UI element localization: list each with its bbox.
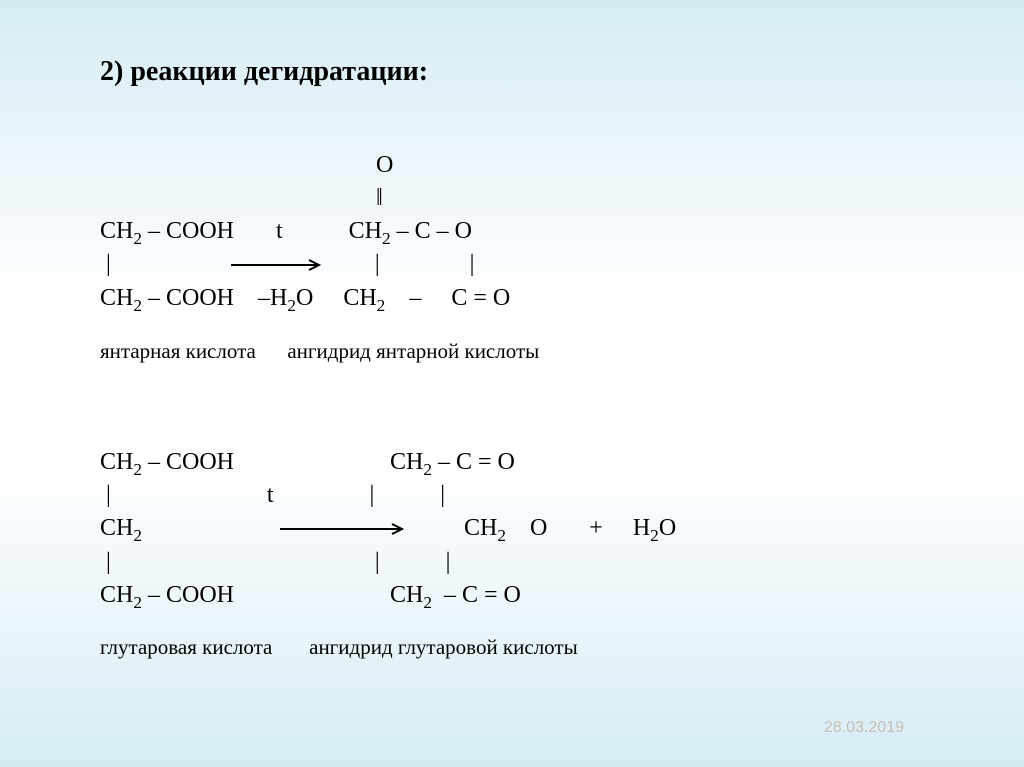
rx1-cond-top: t [276,218,283,244]
rx2-row3-left: CH2 [100,515,142,541]
arrow-icon [231,249,327,282]
rx2-row5-right: CH2 – C = O [390,582,521,608]
rx2-label-right: ангидрид глутаровой кислоты [309,635,578,659]
rx1-label-left: янтарная кислота [100,339,256,363]
rx2-row2-left: | [100,482,111,508]
rx2-row5-left: CH2 – COOH [100,582,234,608]
rx1-row3-left: CH2 – COOH [100,285,234,311]
slide-date: 28.03.2019 [824,719,904,737]
rx1-row1-right: CH2 – C – O [349,218,472,244]
reaction-1-labels: янтарная кислота ангидрид янтарной кисло… [100,338,924,365]
rx2-row4-left: | [100,549,111,575]
rx1-label-right: ангидрид янтарной кислоты [287,339,539,363]
reaction-2-labels: глутаровая кислота ангидрид глутаровой к… [100,634,924,661]
rx1-line-dbl: ‖ [100,185,383,211]
rx1-line-o: O [100,152,393,178]
rx1-row1-left: CH2 – COOH [100,218,234,244]
rx1-row2-right: | | [363,251,475,277]
rx2-row3-right: CH2 O + H2O [464,515,676,541]
slide-title: 2) реакции дегидратации: [100,56,924,88]
rx2-row4-right: | | [363,549,451,575]
rx2-cond: t [267,482,274,508]
arrow-icon [280,513,410,546]
reaction-1: O ‖ CH2 – COOH t CH2 – C – O | | | CH2 –… [100,116,924,316]
rx2-row1-right: CH2 – C = O [390,449,515,475]
rx2-row2-right: | | [357,482,445,508]
slide: 2) реакции дегидратации: O ‖ CH2 – COOH … [0,0,1024,767]
rx1-cond-bot: –H2O [258,285,313,311]
rx1-row2-left: | [100,251,111,277]
rx2-label-left: глутаровая кислота [100,635,272,659]
rx1-row3-right: CH2 – C = O [343,285,510,311]
rx2-row1-left: CH2 – COOH [100,449,234,475]
reaction-2: CH2 – COOH CH2 – C = O | t | | CH2 CH2 O… [100,413,924,613]
